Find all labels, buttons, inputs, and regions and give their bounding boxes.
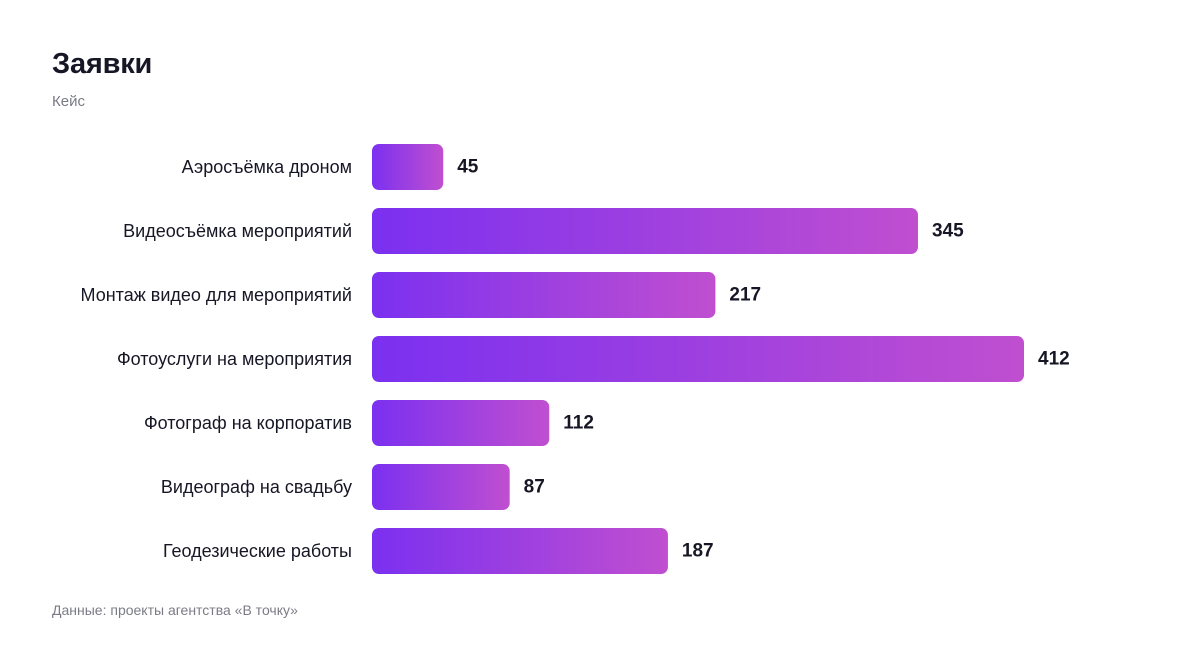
- bar: [372, 208, 918, 254]
- category-label: Фотограф на корпоратив: [144, 413, 352, 433]
- bar-row: Фотограф на корпоратив 112: [144, 400, 594, 446]
- bar: [372, 528, 668, 574]
- bar: [372, 336, 1024, 382]
- bar-row: Фотоуслуги на мероприятия 412: [117, 336, 1070, 382]
- bar: [372, 272, 716, 318]
- value-label: 112: [563, 413, 594, 434]
- bar-row: Монтаж видео для мероприятий 217: [81, 272, 761, 318]
- category-label: Геодезические работы: [163, 541, 352, 561]
- bar: [372, 464, 510, 510]
- bar: [372, 144, 444, 190]
- value-label: 345: [932, 221, 964, 242]
- value-label: 187: [682, 541, 714, 562]
- bars-group: Аэросъёмка дроном 45 Видеосъёмка мероприят…: [81, 144, 1070, 574]
- category-label: Монтаж видео для мероприятий: [81, 285, 352, 305]
- category-label: Фотоуслуги на мероприятия: [117, 349, 352, 369]
- bar-row: Геодезические работы 187: [163, 528, 714, 574]
- category-label: Видеосъёмка мероприятий: [123, 221, 352, 241]
- chart-subtitle: Кейс: [52, 93, 85, 110]
- bar-row: Видеограф на свадьбу 87: [161, 464, 545, 510]
- value-label: 87: [524, 477, 545, 498]
- value-label: 217: [729, 285, 761, 306]
- data-source-note: Данные: проекты агентства «В точку»: [52, 602, 298, 618]
- bar: [372, 400, 550, 446]
- bar-row: Видеосъёмка мероприятий 345: [123, 208, 964, 254]
- category-label: Аэросъёмка дроном: [182, 157, 352, 177]
- category-label: Видеограф на свадьбу: [161, 477, 352, 497]
- bar-row: Аэросъёмка дроном 45: [182, 144, 479, 190]
- value-label: 45: [457, 157, 479, 178]
- chart-title: Заявки: [52, 48, 153, 80]
- value-label: 412: [1038, 349, 1070, 370]
